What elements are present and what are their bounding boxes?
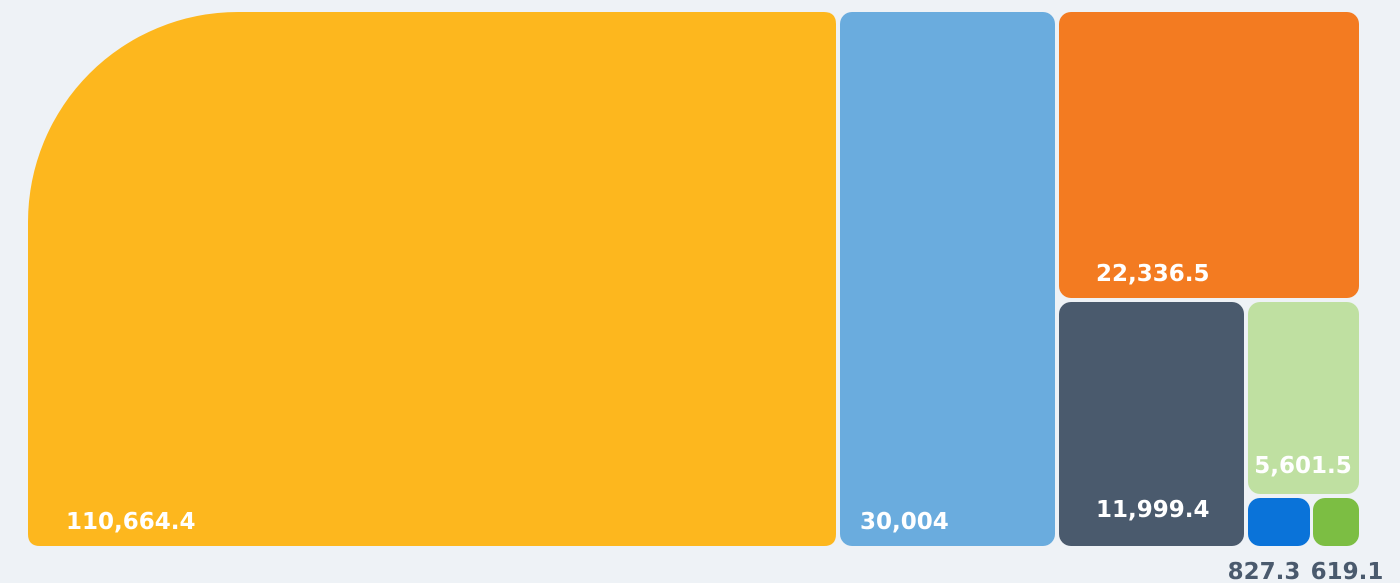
treemap-tile[interactable] <box>1059 302 1244 546</box>
tile-value-label: 30,004 <box>860 509 949 535</box>
treemap-labels: 110,664.4 30,004 22,336.5 11,999.4 5,601.5 82… <box>66 261 1383 583</box>
treemap-tile[interactable] <box>28 12 836 546</box>
treemap-tiles <box>28 12 1359 546</box>
tile-value-label: 11,999.4 <box>1096 497 1210 523</box>
tile-value-label: 110,664.4 <box>66 509 196 535</box>
treemap-tile[interactable] <box>1248 302 1359 494</box>
tile-value-label: 22,336.5 <box>1096 261 1210 287</box>
treemap-tile[interactable] <box>1248 498 1310 546</box>
tile-value-label: 5,601.5 <box>1254 453 1352 479</box>
treemap-tile[interactable] <box>840 12 1055 546</box>
treemap-tile[interactable] <box>1059 12 1359 298</box>
treemap-tile[interactable] <box>1313 498 1359 546</box>
tile-value-label: 827.3 <box>1228 559 1301 583</box>
tile-value-label: 619.1 <box>1311 559 1384 583</box>
